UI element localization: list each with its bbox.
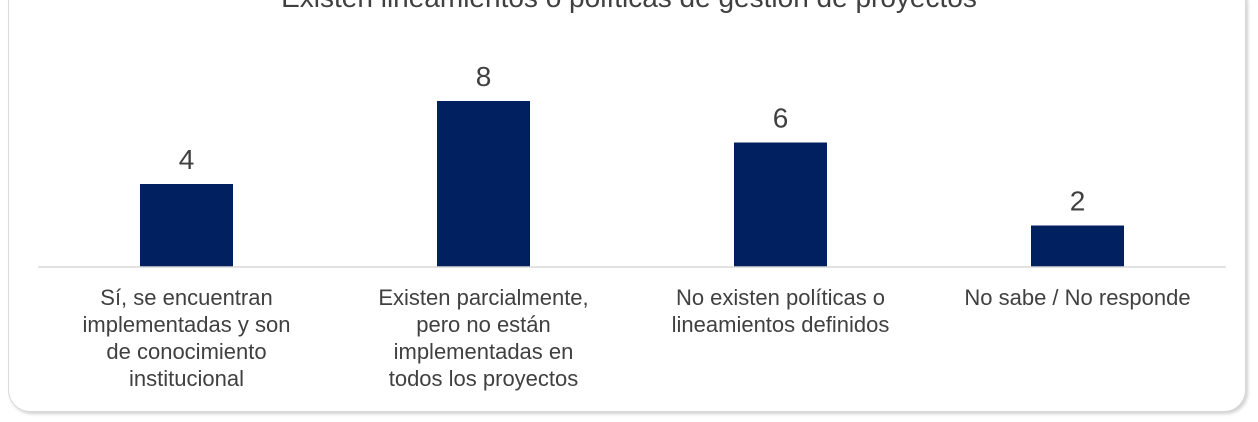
bar-3 xyxy=(734,142,827,267)
category-label-3: No existen políticas o lineamientos defi… xyxy=(671,285,890,337)
data-label-1: 4 xyxy=(179,144,195,175)
data-label-2: 8 xyxy=(476,61,492,92)
category-label-2: Existen parcialmente, pero no están impl… xyxy=(378,285,589,391)
bars-layer xyxy=(140,101,1124,267)
bar-1 xyxy=(140,184,233,267)
bar-4 xyxy=(1031,225,1124,267)
data-labels-layer: 4 8 6 2 xyxy=(179,61,1086,217)
chart-title: Existen lineamientos o políticas de gest… xyxy=(0,0,1258,14)
bar-2 xyxy=(437,101,530,267)
category-label-4: No sabe / No responde xyxy=(964,285,1191,310)
data-label-3: 6 xyxy=(773,103,789,134)
category-label-1: Sí, se encuentran implementadas y son de… xyxy=(82,285,291,391)
data-label-4: 2 xyxy=(1070,186,1086,217)
